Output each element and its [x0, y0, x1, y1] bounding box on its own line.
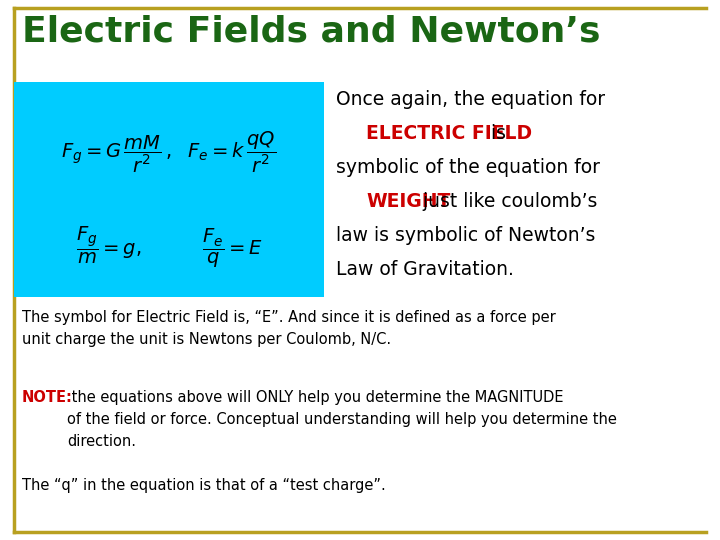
Text: The “q” in the equation is that of a “test charge”.: The “q” in the equation is that of a “te…: [22, 478, 386, 493]
Text: WEIGHT: WEIGHT: [366, 192, 451, 211]
Text: $\dfrac{F_g}{m} = g,\qquad\quad\dfrac{F_e}{q} = E$: $\dfrac{F_g}{m} = g,\qquad\quad\dfrac{F_…: [76, 225, 263, 269]
Text: ELECTRIC FIELD: ELECTRIC FIELD: [366, 124, 532, 143]
Text: Law of Gravitation.: Law of Gravitation.: [336, 260, 514, 279]
Text: law is symbolic of Newton’s: law is symbolic of Newton’s: [336, 226, 595, 245]
Text: Once again, the equation for: Once again, the equation for: [336, 90, 605, 109]
Text: the equations above will ONLY help you determine the MAGNITUDE
of the field or f: the equations above will ONLY help you d…: [67, 390, 617, 449]
Text: just like coulomb’s: just like coulomb’s: [417, 192, 598, 211]
Bar: [14, 82, 324, 297]
Text: NOTE:: NOTE:: [22, 390, 73, 405]
Text: Electric Fields and Newton’s: Electric Fields and Newton’s: [22, 14, 600, 48]
Text: $F_g = G\,\dfrac{mM}{r^2}\,,\ \ F_e = k\,\dfrac{qQ}{r^2}$: $F_g = G\,\dfrac{mM}{r^2}\,,\ \ F_e = k\…: [61, 129, 276, 175]
Text: symbolic of the equation for: symbolic of the equation for: [336, 158, 600, 177]
Text: The symbol for Electric Field is, “E”. And since it is defined as a force per
un: The symbol for Electric Field is, “E”. A…: [22, 310, 556, 347]
Text: is: is: [485, 124, 506, 143]
